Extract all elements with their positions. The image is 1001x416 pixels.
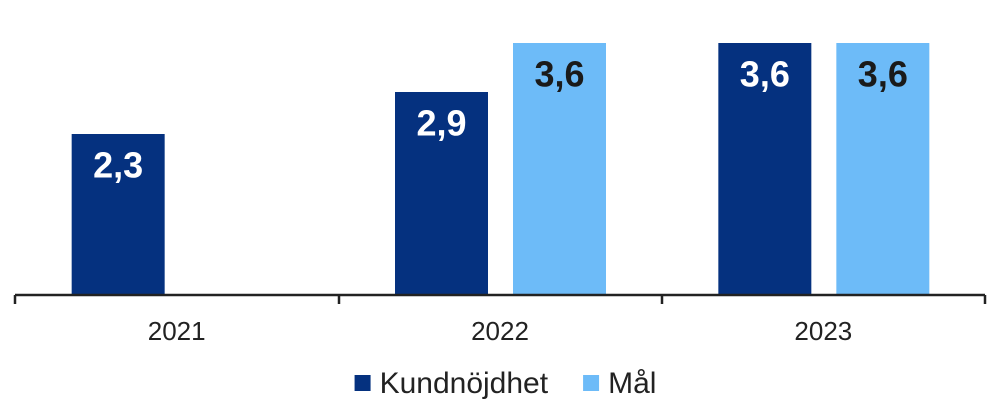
bar [718, 43, 812, 295]
legend-label: Kundnöjdhet [380, 367, 549, 400]
legend-label: Mål [608, 367, 656, 400]
bar [71, 134, 165, 295]
value-label: 3,6 [858, 54, 908, 95]
bar [513, 43, 606, 295]
x-tick-label: 2023 [794, 316, 852, 346]
legend-swatch [354, 375, 371, 391]
legend: Kundnöjdhet Mål [354, 367, 656, 400]
legend-swatch [583, 375, 600, 391]
bar [395, 92, 488, 295]
value-label: 2,9 [416, 103, 466, 144]
x-tick-label: 2021 [148, 316, 206, 346]
value-label: 2,3 [93, 145, 143, 186]
axis [13, 293, 987, 304]
bar [836, 43, 930, 295]
x-tick-label: 2022 [471, 316, 529, 346]
value-label: 3,6 [534, 54, 584, 95]
value-label: 3,6 [740, 54, 790, 95]
